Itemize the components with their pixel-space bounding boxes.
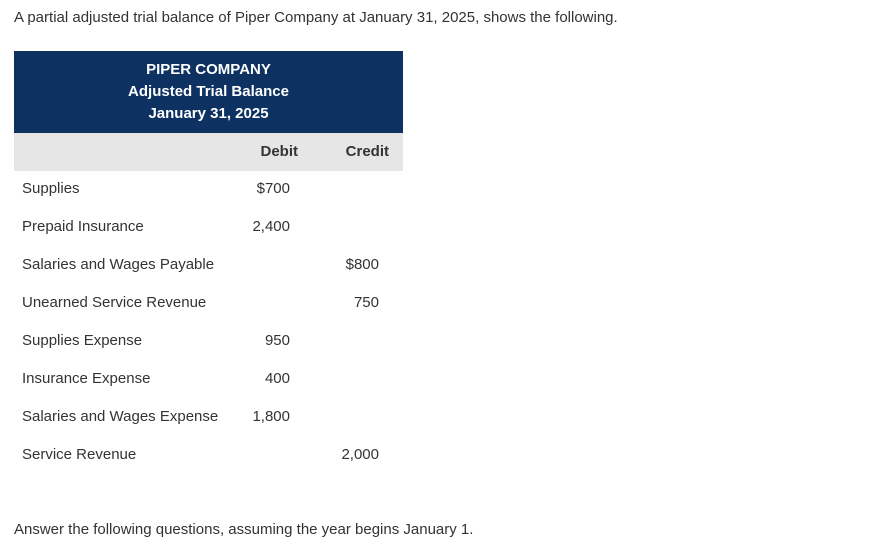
account-name: Insurance Expense bbox=[22, 370, 151, 387]
table-row: Salaries and Wages Payable $800 bbox=[14, 247, 403, 285]
credit-amount: 750 bbox=[353, 294, 379, 311]
credit-column-header: Credit bbox=[345, 143, 389, 160]
account-name: Supplies Expense bbox=[22, 332, 143, 349]
table-row: Unearned Service Revenue 750 bbox=[14, 285, 403, 323]
instructions-text: Answer the following questions, assuming… bbox=[14, 521, 474, 538]
debit-amount: $700 bbox=[256, 180, 290, 197]
table-row: Salaries and Wages Expense 1,800 bbox=[14, 399, 403, 437]
account-name: Service Revenue bbox=[22, 446, 137, 463]
statement-date: January 31, 2025 bbox=[148, 105, 269, 122]
account-name: Salaries and Wages Payable bbox=[22, 256, 215, 273]
debit-amount: 950 bbox=[264, 332, 290, 349]
table-title-block: PIPER COMPANY Adjusted Trial Balance Jan… bbox=[14, 51, 403, 133]
account-name: Salaries and Wages Expense bbox=[22, 408, 219, 425]
debit-amount: 400 bbox=[264, 370, 290, 387]
debit-amount: 1,800 bbox=[252, 408, 290, 425]
company-name: PIPER COMPANY bbox=[146, 61, 271, 78]
table-row: Prepaid Insurance 2,400 bbox=[14, 209, 403, 247]
intro-text: A partial adjusted trial balance of Pipe… bbox=[14, 9, 618, 26]
account-name: Prepaid Insurance bbox=[22, 218, 144, 235]
column-header-row: Debit Credit bbox=[14, 133, 403, 171]
debit-column-header: Debit bbox=[260, 143, 299, 160]
trial-balance-table: PIPER COMPANY Adjusted Trial Balance Jan… bbox=[14, 51, 403, 475]
statement-name: Adjusted Trial Balance bbox=[128, 83, 289, 100]
table-row: Insurance Expense 400 bbox=[14, 361, 403, 399]
debit-amount: 2,400 bbox=[252, 218, 290, 235]
table-row: Service Revenue 2,000 bbox=[14, 437, 403, 475]
account-name: Supplies bbox=[22, 180, 80, 197]
credit-amount: $800 bbox=[345, 256, 379, 273]
table-row: Supplies Expense 950 bbox=[14, 323, 403, 361]
account-name: Unearned Service Revenue bbox=[22, 294, 207, 311]
credit-amount: 2,000 bbox=[341, 446, 379, 463]
table-row: Supplies $700 bbox=[14, 171, 403, 209]
